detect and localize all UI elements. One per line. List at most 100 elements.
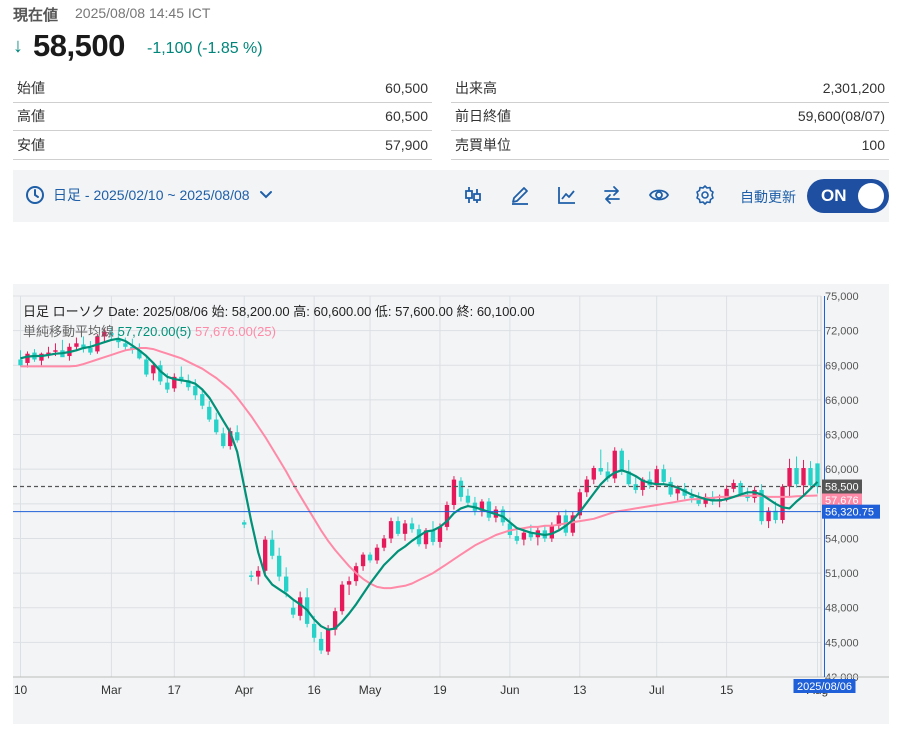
compare-icon[interactable] bbox=[601, 184, 623, 206]
date-range-selector[interactable]: 日足 - 2025/02/10 ~ 2025/08/08 bbox=[25, 185, 282, 205]
candle-body bbox=[290, 607, 296, 615]
candle-body bbox=[53, 350, 58, 352]
crosshair-price-tag: 56,320.75 bbox=[825, 507, 874, 519]
candle-body bbox=[612, 450, 617, 479]
price-header: 現在値 2025/08/08 14:45 ICT ↓ 58,500 -1,100… bbox=[13, 2, 893, 72]
eye-icon[interactable] bbox=[648, 184, 670, 206]
candlestick-chart[interactable]: 42,00045,00048,00051,00054,00057,00060,0… bbox=[13, 284, 889, 724]
candle-body bbox=[263, 539, 268, 571]
candle-body bbox=[773, 510, 778, 520]
candle-body bbox=[549, 525, 555, 539]
candle-body bbox=[591, 468, 596, 480]
y-tick-label: 48,000 bbox=[825, 603, 859, 615]
candle-body bbox=[633, 484, 638, 490]
stat-label: 売買単位 bbox=[455, 136, 511, 153]
y-tick-label: 72,000 bbox=[825, 326, 859, 338]
candle-body bbox=[605, 471, 610, 479]
stat-value: 59,600(08/07) bbox=[797, 108, 885, 125]
chart-toolbar: 日足 - 2025/02/10 ~ 2025/08/08 自動更新 ON bbox=[13, 170, 889, 222]
candle-body bbox=[388, 521, 394, 539]
candle-body bbox=[256, 570, 261, 577]
crosshair-price-badge bbox=[822, 504, 880, 519]
y-tick-label: 69,000 bbox=[825, 360, 859, 372]
candle-body bbox=[221, 433, 226, 447]
x-tick-label: 17 bbox=[168, 683, 182, 697]
candle-body bbox=[214, 419, 219, 433]
candle-body bbox=[186, 380, 191, 388]
candle-body bbox=[409, 523, 415, 530]
candle-body bbox=[311, 623, 317, 638]
chart-container: 42,00045,00048,00051,00054,00057,00060,0… bbox=[13, 284, 889, 724]
candle-body bbox=[165, 382, 170, 390]
pen-icon[interactable] bbox=[509, 184, 531, 206]
candle-body bbox=[759, 489, 764, 522]
candle-body bbox=[109, 332, 114, 336]
ma25-price-badge bbox=[822, 493, 862, 507]
candle-body bbox=[25, 353, 30, 363]
candle-body bbox=[815, 463, 820, 487]
candle-body bbox=[395, 521, 401, 534]
chevron-down-icon bbox=[259, 191, 272, 199]
candle-body bbox=[81, 344, 86, 350]
x-tick-label: Jul bbox=[649, 683, 664, 697]
stat-value: 57,900 bbox=[385, 136, 428, 153]
price-timestamp: 2025/08/08 14:45 ICT bbox=[75, 5, 211, 21]
candle-body bbox=[626, 471, 631, 485]
candle-body bbox=[242, 522, 247, 525]
candle-body bbox=[423, 530, 429, 545]
candlestick-icon[interactable] bbox=[462, 184, 484, 206]
candle-body bbox=[514, 536, 520, 541]
candle-body bbox=[752, 489, 757, 499]
stat-row-open: 始値 60,500 bbox=[13, 74, 432, 103]
current-price-badge bbox=[822, 479, 862, 494]
toggle-knob bbox=[858, 183, 884, 209]
stat-label: 安値 bbox=[17, 136, 45, 153]
candle-body bbox=[780, 486, 785, 520]
candle-body bbox=[235, 432, 240, 441]
candle-body bbox=[297, 597, 303, 616]
x-tick-label: 15 bbox=[720, 683, 734, 697]
candle-body bbox=[249, 575, 254, 577]
candle-body bbox=[151, 365, 156, 374]
candle-body bbox=[521, 532, 527, 540]
stat-row-high: 高値 60,500 bbox=[13, 103, 432, 131]
stat-value: 2,301,200 bbox=[822, 79, 885, 96]
candle-body bbox=[360, 554, 366, 567]
candle-body bbox=[724, 488, 729, 500]
stat-row-prev-close: 前日終値 59,600(08/07) bbox=[451, 103, 889, 131]
candle-body bbox=[137, 350, 142, 359]
x-tick-label: May bbox=[359, 683, 382, 697]
candle-body bbox=[696, 498, 701, 504]
candle-body bbox=[479, 501, 485, 511]
chart-legend-ohlc: 日足 ローソク Date: 2025/08/06 始: 58,200.00 高:… bbox=[23, 304, 535, 319]
candle-body bbox=[801, 468, 806, 486]
candle-body bbox=[689, 495, 694, 499]
ma5-line bbox=[20, 337, 819, 631]
candle-body bbox=[318, 638, 324, 651]
candle-body bbox=[430, 530, 436, 542]
y-tick-label: 45,000 bbox=[825, 637, 859, 649]
candle-body bbox=[577, 492, 582, 516]
candle-body bbox=[703, 496, 708, 504]
y-tick-label: 54,000 bbox=[825, 533, 859, 545]
y-tick-label: 75,000 bbox=[825, 291, 859, 303]
auto-update-toggle[interactable]: ON bbox=[807, 179, 889, 213]
candle-body bbox=[39, 353, 44, 361]
candle-body bbox=[346, 581, 352, 585]
arrow-down-icon: ↓ bbox=[13, 35, 23, 57]
candle-body bbox=[451, 479, 457, 505]
candle-body bbox=[661, 469, 666, 482]
x-tick-label: Mar bbox=[101, 683, 122, 697]
candle-body bbox=[766, 510, 771, 522]
settings-icon[interactable] bbox=[694, 184, 716, 206]
candle-body bbox=[283, 576, 289, 592]
x-tick-label: 10 bbox=[14, 683, 28, 697]
candle-body bbox=[367, 554, 373, 561]
candle-body bbox=[325, 628, 331, 652]
candle-body bbox=[102, 331, 107, 337]
line-chart-icon[interactable] bbox=[556, 184, 578, 206]
candle-body bbox=[619, 450, 624, 472]
stat-value: 100 bbox=[861, 136, 885, 153]
candle-body bbox=[332, 611, 338, 630]
candle-body bbox=[731, 483, 736, 489]
